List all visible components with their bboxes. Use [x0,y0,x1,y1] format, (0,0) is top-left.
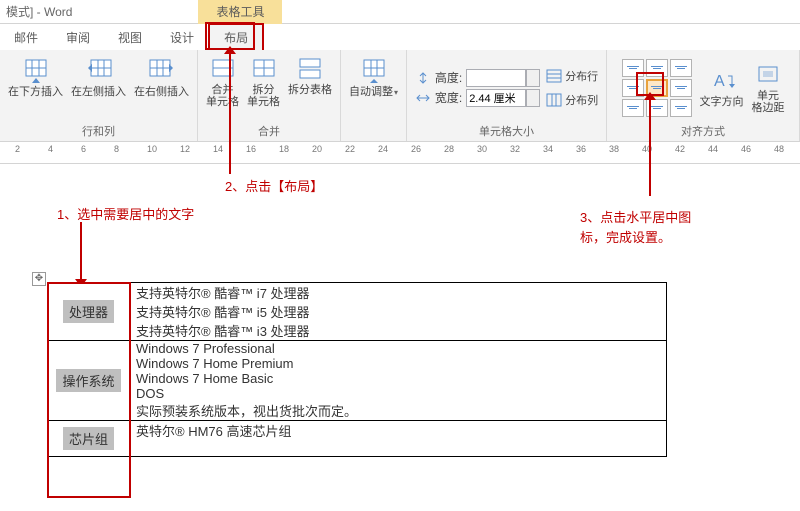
ruler-tick: 8 [114,144,119,154]
group-cell-size: 高度: 宽度: 分布行 分布列 [407,50,607,141]
arrow-2-head [224,46,236,54]
ruler-tick: 4 [48,144,53,154]
table-row: 芯片组 英特尔® HM76 高速芯片组 [48,421,667,457]
split-cells-button[interactable]: 拆分 单元格 [243,54,284,110]
arrow-2-line [229,49,231,174]
insert-below-label: 在下方插入 [8,86,63,98]
distribute-cols-button[interactable]: 分布列 [546,92,598,108]
tab-view[interactable]: 视图 [104,25,156,50]
autofit-label: 自动调整▾ [349,86,398,99]
ruler-tick: 28 [444,144,454,154]
tab-mail[interactable]: 邮件 [0,25,52,50]
group-autofit: 自动调整▾ [341,50,407,141]
selection-column-highlight [47,282,131,498]
tab-review[interactable]: 审阅 [52,25,104,50]
align-mid-right[interactable] [670,79,692,97]
ruler-tick: 26 [411,144,421,154]
context-tab-table-tools[interactable]: 表格工具 [198,0,282,24]
distribute-cols-label: 分布列 [565,92,598,108]
annotation-3: 3、点击水平居中图 标，完成设置。 [580,208,691,248]
insert-right-button[interactable]: 在右侧插入 [130,54,193,100]
split-cells-label: 拆分 单元格 [247,84,280,108]
svg-text:A: A [714,73,725,90]
text-direction-label: 文字方向 [700,96,744,108]
annotation-2: 2、点击【布局】 [225,176,323,195]
width-label: 宽度: [435,89,462,106]
ruler-tick: 30 [477,144,487,154]
split-table-label: 拆分表格 [288,84,332,96]
tab-design[interactable]: 设计 [156,25,208,50]
ruler-tick: 10 [147,144,157,154]
cell-margin-button[interactable]: 单元 格边距 [748,60,789,116]
height-input[interactable] [466,69,526,87]
align-top-right[interactable] [670,59,692,77]
cell-chipset-body[interactable]: 英特尔® HM76 高速芯片组 [130,421,667,457]
arrow-3-line [649,96,651,196]
group-merge-label: 合并 [258,121,280,139]
cell-margin-label: 单元 格边距 [752,90,785,114]
ruler-tick: 18 [279,144,289,154]
height-icon [415,71,431,85]
height-spinner[interactable] [526,69,540,87]
arrow-1-line [80,222,82,282]
ruler-tick: 34 [543,144,553,154]
group-rows-cols: 在下方插入 在左侧插入 在右侧插入 行和列 [0,50,198,141]
ruler-tick: 12 [180,144,190,154]
ruler-tick: 22 [345,144,355,154]
insert-left-button[interactable]: 在左侧插入 [67,54,130,100]
spec-table: 处理器 支持英特尔® 酷睿™ i7 处理器 支持英特尔® 酷睿™ i5 处理器 … [47,282,667,457]
autofit-button[interactable]: 自动调整▾ [345,54,402,101]
menu-tabs: 邮件 审阅 视图 设计 布局 [0,24,800,50]
width-spinner[interactable] [526,89,540,107]
align-bot-right[interactable] [670,99,692,117]
insert-below-button[interactable]: 在下方插入 [4,54,67,100]
merge-cells-button[interactable]: 合并 单元格 [202,54,243,110]
group-rows-cols-label: 行和列 [82,121,115,139]
width-icon [415,91,431,105]
cell-os-body[interactable]: Windows 7 Professional Windows 7 Home Pr… [130,341,667,421]
ruler-tick: 38 [609,144,619,154]
split-table-button[interactable]: 拆分表格 [284,54,336,98]
cell-processor-body[interactable]: 支持英特尔® 酷睿™ i7 处理器 支持英特尔® 酷睿™ i5 处理器 支持英特… [130,283,667,341]
insert-right-label: 在右侧插入 [134,86,189,98]
ruler-tick: 14 [213,144,223,154]
text-direction-button[interactable]: A 文字方向 [696,66,748,110]
ruler-tick: 48 [774,144,784,154]
ruler-tick: 32 [510,144,520,154]
ruler-tick: 24 [378,144,388,154]
insert-left-label: 在左侧插入 [71,86,126,98]
width-input[interactable] [466,89,526,107]
ruler-tick: 44 [708,144,718,154]
align-bot-left[interactable] [622,99,644,117]
table-row: 操作系统 Windows 7 Professional Windows 7 Ho… [48,341,667,421]
ruler-tick: 36 [576,144,586,154]
document-canvas: 2、点击【布局】 3、点击水平居中图 标，完成设置。 1、选中需要居中的文字 ✥… [0,164,800,511]
ruler-tick: 2 [15,144,20,154]
ruler-tick: 20 [312,144,322,154]
distribute-rows-label: 分布行 [565,68,598,84]
ruler-tick: 6 [81,144,86,154]
ruler-tick: 16 [246,144,256,154]
merge-cells-label: 合并 单元格 [206,84,239,108]
dropdown-arrow-icon: ▾ [394,88,398,97]
title-text: 模式] - Word [0,3,78,20]
group-alignment-label: 对齐方式 [681,121,725,139]
ruler-tick: 42 [675,144,685,154]
table-move-handle[interactable]: ✥ [32,272,46,286]
ruler-tick: 46 [741,144,751,154]
ribbon: 在下方插入 在左侧插入 在右侧插入 行和列 合并 单元格 拆分 单元格 [0,50,800,142]
title-bar: 模式] - Word 表格工具 [0,0,800,24]
group-merge: 合并 单元格 拆分 单元格 拆分表格 合并 [198,50,341,141]
height-label: 高度: [435,69,462,86]
group-cell-size-label: 单元格大小 [479,121,534,139]
distribute-rows-button[interactable]: 分布行 [546,68,598,84]
group-autofit-spacer [372,125,375,139]
ruler: 2468101214161820222426283032343638404244… [0,142,800,164]
table-row: 处理器 支持英特尔® 酷睿™ i7 处理器 支持英特尔® 酷睿™ i5 处理器 … [48,283,667,341]
arrow-3-head [644,92,656,100]
annotation-1: 1、选中需要居中的文字 [57,204,194,223]
